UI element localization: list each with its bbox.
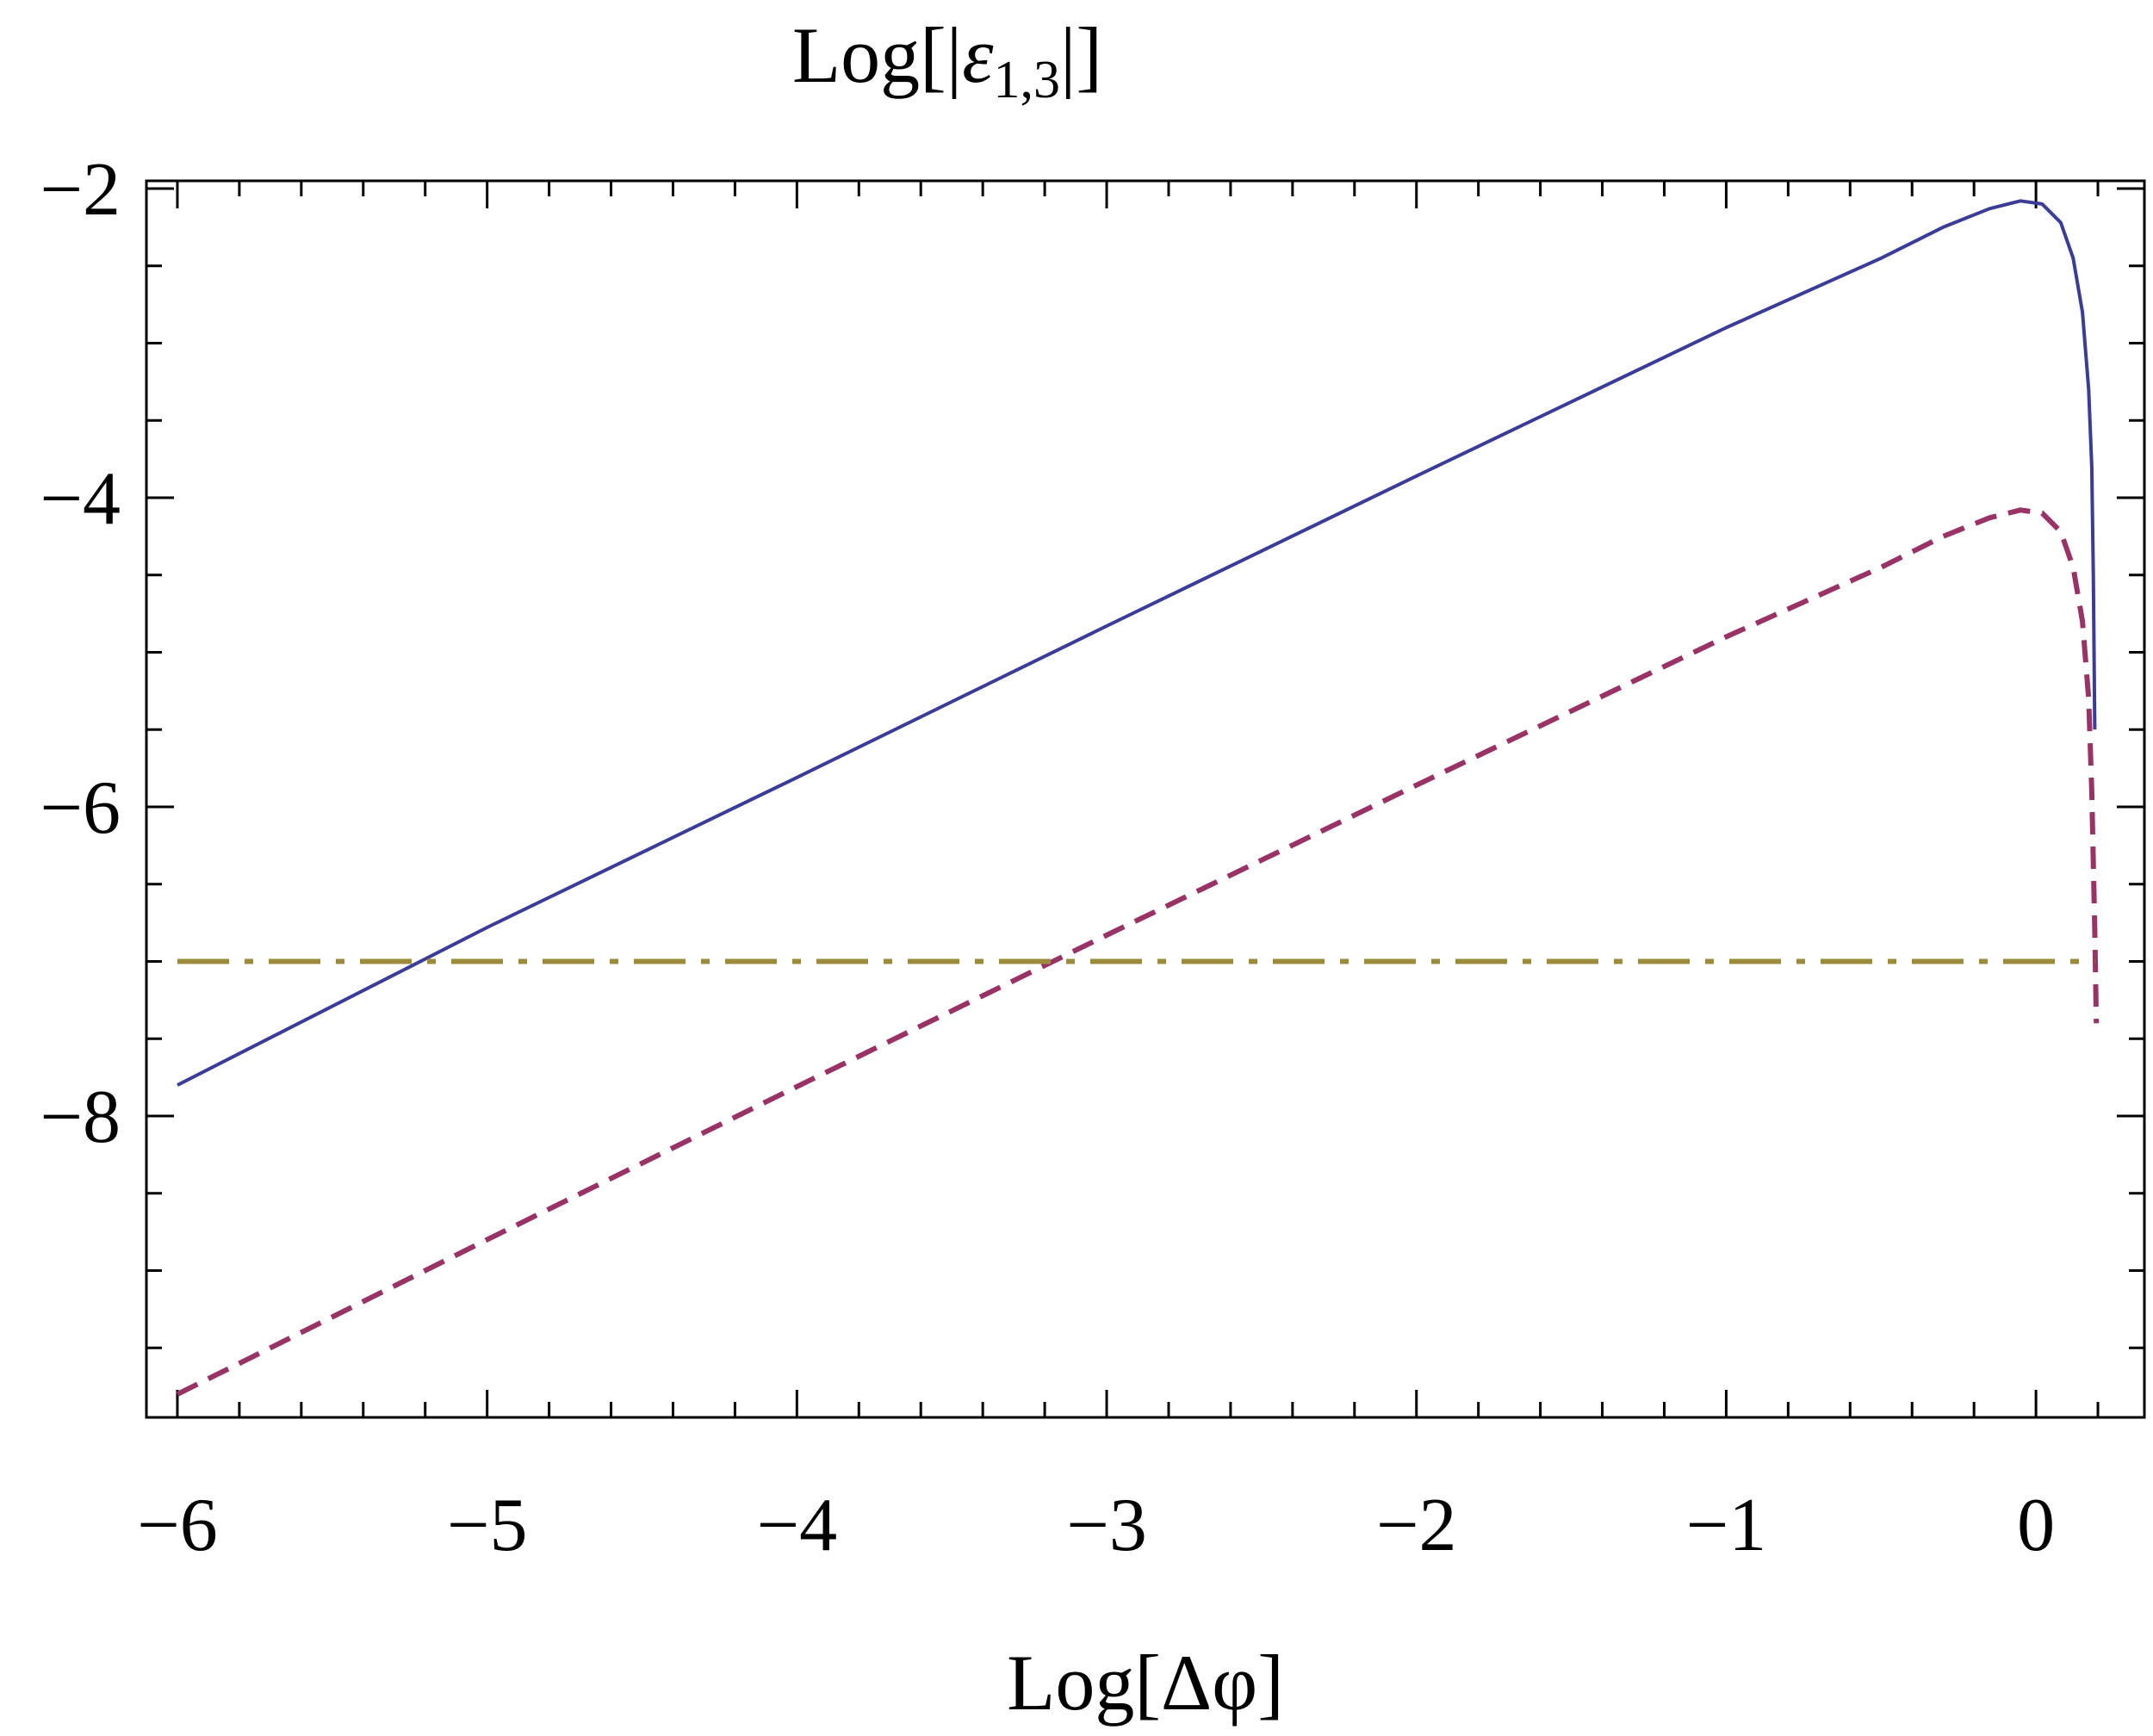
x-tick-labels: −6 −5 −4 −3 −2 −1 0	[137, 1484, 2055, 1567]
series-layer	[176, 199, 2100, 1397]
y-tick-label: −8	[40, 1076, 121, 1159]
x-tick-label: −3	[1066, 1484, 1147, 1567]
x-tick-label: −4	[757, 1484, 838, 1567]
y-tick-label: −4	[40, 457, 121, 541]
x-tick-label: 0	[2017, 1484, 2055, 1567]
y-tick-label: −2	[40, 148, 121, 232]
plot-frame	[145, 179, 2146, 1419]
x-tick-label: −1	[1686, 1484, 1767, 1567]
chart-title: Log[|ε1,3|]	[792, 11, 1102, 109]
x-axis-label: Log[Δφ]	[1007, 1639, 1284, 1727]
title-symbol: ε	[962, 11, 994, 99]
series-line-dashed	[176, 507, 2100, 1397]
x-tick-label: −5	[447, 1484, 528, 1567]
title-end: |]	[1060, 11, 1102, 99]
title-subscript: 1,3	[993, 51, 1060, 109]
series-line-solid	[177, 199, 2097, 1087]
x-tick-label: −6	[137, 1484, 218, 1567]
y-tick-labels: −2 −4 −6 −8	[40, 148, 121, 1159]
x-tick-label: −2	[1376, 1484, 1457, 1567]
tick-marks	[146, 181, 2144, 1417]
y-tick-label: −6	[40, 766, 121, 850]
